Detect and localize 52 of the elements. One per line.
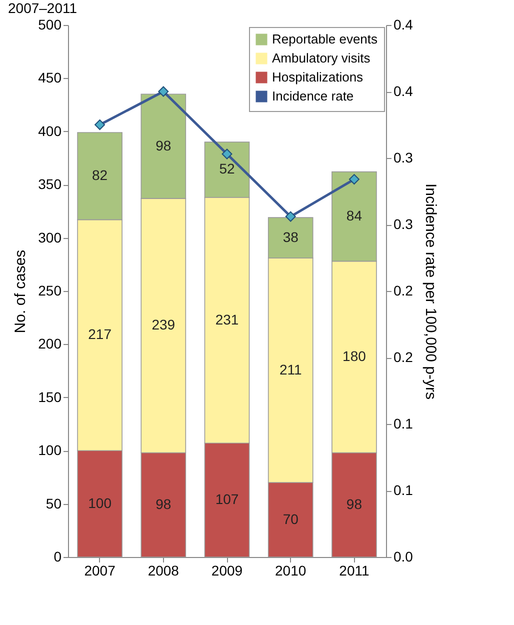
data-label: 38 <box>282 228 299 245</box>
y2-tick-label: 0.4 <box>394 83 414 99</box>
x-tick-label: 2007 <box>84 562 116 578</box>
y-tick-label: 100 <box>38 442 62 458</box>
y2-tick-label: 0.3 <box>394 150 414 166</box>
y-tick-label: 200 <box>38 336 62 352</box>
legend-label: Ambulatory visits <box>272 50 371 66</box>
y-tick-label: 50 <box>46 495 62 512</box>
x-tick-label: 2011 <box>339 562 370 578</box>
y2-axis-title: Incidence rate per 100,000 p-yrs <box>422 184 439 400</box>
y2-tick-label: 0.2 <box>394 282 414 298</box>
y-tick-label: 400 <box>38 122 62 139</box>
data-label: 84 <box>346 208 362 224</box>
y-tick-label: 350 <box>38 176 62 192</box>
legend-label: Hospitalizations <box>272 70 364 84</box>
x-tick-label: 2010 <box>275 562 306 578</box>
legend-label: Incidence rate <box>272 88 354 104</box>
data-label: 98 <box>156 137 172 154</box>
data-label: 217 <box>88 326 112 342</box>
data-label: 239 <box>152 316 176 333</box>
y-tick-label: 150 <box>38 388 62 405</box>
y-axis-title: No. of cases <box>12 250 30 334</box>
y2-tick-label: 0.0 <box>394 548 414 564</box>
y2-tick-label: 0.1 <box>394 482 414 498</box>
chart-title: 2007–2011 <box>8 0 78 16</box>
y-tick-label: 250 <box>38 282 62 298</box>
y-tick-label: 300 <box>38 229 62 246</box>
data-label: 211 <box>279 361 302 378</box>
point <box>348 174 360 185</box>
y-tick-label: 450 <box>38 70 62 86</box>
point <box>222 148 232 160</box>
data-label: 231 <box>215 311 239 328</box>
y2-tick-label: 0.2 <box>394 349 414 365</box>
y2-tick-label: 0.1 <box>394 416 414 432</box>
y-tick-label: 500 <box>38 16 62 32</box>
x-tick-label: 2008 <box>148 562 180 578</box>
point <box>158 86 169 97</box>
data-label: 180 <box>342 348 366 364</box>
data-label: 70 <box>282 510 299 527</box>
point <box>285 211 296 222</box>
data-label: 100 <box>88 494 112 511</box>
y-tick-label: 0 <box>54 548 62 564</box>
y2-tick-label: 0.4 <box>394 16 414 32</box>
x-tick-label: 2009 <box>211 562 243 578</box>
data-label: 98 <box>156 496 172 512</box>
data-label: 98 <box>346 496 362 512</box>
data-label: 82 <box>92 167 108 184</box>
legend-label: Reportable events <box>272 32 378 46</box>
data-label: 107 <box>215 491 239 508</box>
y2-tick-label: 0.3 <box>394 216 414 232</box>
point <box>94 120 106 130</box>
data-label: 52 <box>219 160 235 177</box>
